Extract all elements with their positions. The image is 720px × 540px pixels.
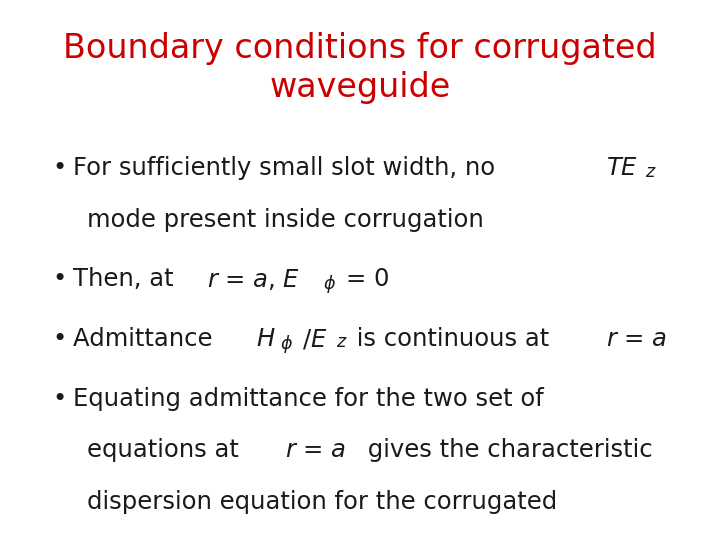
- Text: Equating admittance for the two set of: Equating admittance for the two set of: [73, 387, 544, 410]
- Text: /$\mathit{E}$: /$\mathit{E}$: [295, 327, 328, 351]
- Text: Then, at: Then, at: [73, 267, 181, 292]
- Text: dispersion equation for the corrugated: dispersion equation for the corrugated: [87, 490, 557, 514]
- Text: $\mathit{z}$: $\mathit{z}$: [645, 163, 657, 181]
- Text: •: •: [53, 267, 67, 292]
- Text: gives the characteristic: gives the characteristic: [360, 438, 653, 462]
- Text: Boundary conditions for corrugated
waveguide: Boundary conditions for corrugated waveg…: [63, 31, 657, 104]
- Text: $\mathit{\phi}$: $\mathit{\phi}$: [323, 273, 336, 295]
- Text: $\mathit{r}$ = $\mathit{a}$: $\mathit{r}$ = $\mathit{a}$: [284, 438, 346, 462]
- Text: $\mathit{r}$ = $\mathit{a}$: $\mathit{r}$ = $\mathit{a}$: [606, 327, 667, 351]
- Text: •: •: [53, 327, 67, 351]
- Text: $\mathit{TE}$: $\mathit{TE}$: [606, 156, 638, 180]
- Text: = $\mathit{0}$: = $\mathit{0}$: [338, 267, 390, 292]
- Text: $\mathit{z}$: $\mathit{z}$: [336, 333, 348, 350]
- Text: $\mathit{\phi}$: $\mathit{\phi}$: [280, 333, 293, 355]
- Text: is continuous at: is continuous at: [348, 327, 557, 351]
- Text: •: •: [53, 387, 67, 410]
- Text: mode present inside corrugation: mode present inside corrugation: [87, 208, 484, 232]
- Text: Admittance: Admittance: [73, 327, 220, 351]
- Text: For sufficiently small slot width, no: For sufficiently small slot width, no: [73, 156, 503, 180]
- Text: $\mathit{r}$ = $\mathit{a}$, $\mathit{E}$: $\mathit{r}$ = $\mathit{a}$, $\mathit{E}…: [207, 267, 301, 292]
- Text: equations at: equations at: [87, 438, 247, 462]
- Text: •: •: [53, 156, 67, 180]
- Text: $\mathit{H}$: $\mathit{H}$: [256, 327, 275, 351]
